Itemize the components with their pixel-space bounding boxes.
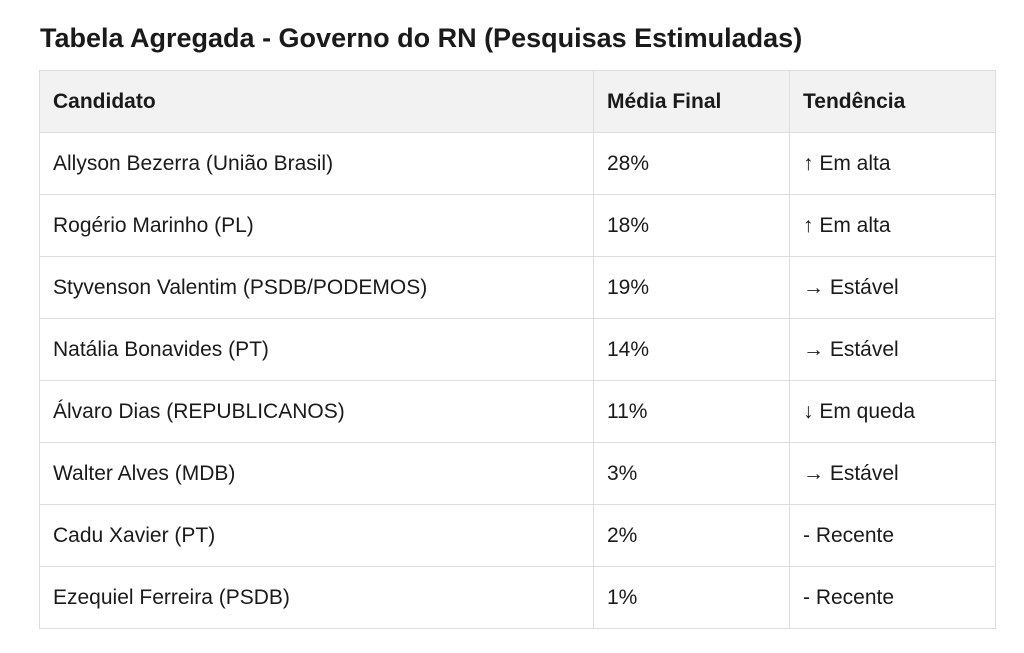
trend-cell: ↓ Em queda — [789, 380, 996, 443]
table-row: Styvenson Valentim (PSDB/PODEMOS) 19% → … — [39, 256, 996, 319]
average-cell: 1% — [593, 566, 790, 629]
trend-cell: ↑ Em alta — [789, 194, 996, 257]
column-header-media-final: Média Final — [593, 70, 790, 133]
candidate-cell: Álvaro Dias (REPUBLICANOS) — [39, 380, 594, 443]
table-row: Álvaro Dias (REPUBLICANOS) 11% ↓ Em qued… — [39, 380, 996, 443]
candidate-cell: Allyson Bezerra (União Brasil) — [39, 132, 594, 195]
table-row: Cadu Xavier (PT) 2% - Recente — [39, 504, 996, 567]
table-row: Walter Alves (MDB) 3% → Estável — [39, 442, 996, 505]
column-header-candidato: Candidato — [39, 70, 594, 133]
candidate-cell: Styvenson Valentim (PSDB/PODEMOS) — [39, 256, 594, 319]
average-cell: 19% — [593, 256, 790, 319]
average-cell: 14% — [593, 318, 790, 381]
candidate-cell: Walter Alves (MDB) — [39, 442, 594, 505]
candidate-cell: Rogério Marinho (PL) — [39, 194, 594, 257]
candidate-cell: Natália Bonavides (PT) — [39, 318, 594, 381]
trend-cell: → Estável — [789, 256, 996, 319]
trend-cell: → Estável — [789, 442, 996, 505]
trend-cell: - Recente — [789, 566, 996, 629]
table-row: Ezequiel Ferreira (PSDB) 1% - Recente — [39, 566, 996, 629]
aggregate-table: Candidato Média Final Tendência Allyson … — [39, 70, 996, 629]
table-row: Allyson Bezerra (União Brasil) 28% ↑ Em … — [39, 132, 996, 195]
table-row: Rogério Marinho (PL) 18% ↑ Em alta — [39, 194, 996, 257]
average-cell: 2% — [593, 504, 790, 567]
average-cell: 11% — [593, 380, 790, 443]
table-header-row: Candidato Média Final Tendência — [39, 70, 996, 133]
trend-cell: → Estável — [789, 318, 996, 381]
table-row: Natália Bonavides (PT) 14% → Estável — [39, 318, 996, 381]
trend-cell: ↑ Em alta — [789, 132, 996, 195]
average-cell: 28% — [593, 132, 790, 195]
average-cell: 18% — [593, 194, 790, 257]
average-cell: 3% — [593, 442, 790, 505]
page-title: Tabela Agregada - Governo do RN (Pesquis… — [40, 23, 803, 53]
trend-cell: - Recente — [789, 504, 996, 567]
column-header-tendencia: Tendência — [789, 70, 996, 133]
candidate-cell: Cadu Xavier (PT) — [39, 504, 594, 567]
candidate-cell: Ezequiel Ferreira (PSDB) — [39, 566, 594, 629]
